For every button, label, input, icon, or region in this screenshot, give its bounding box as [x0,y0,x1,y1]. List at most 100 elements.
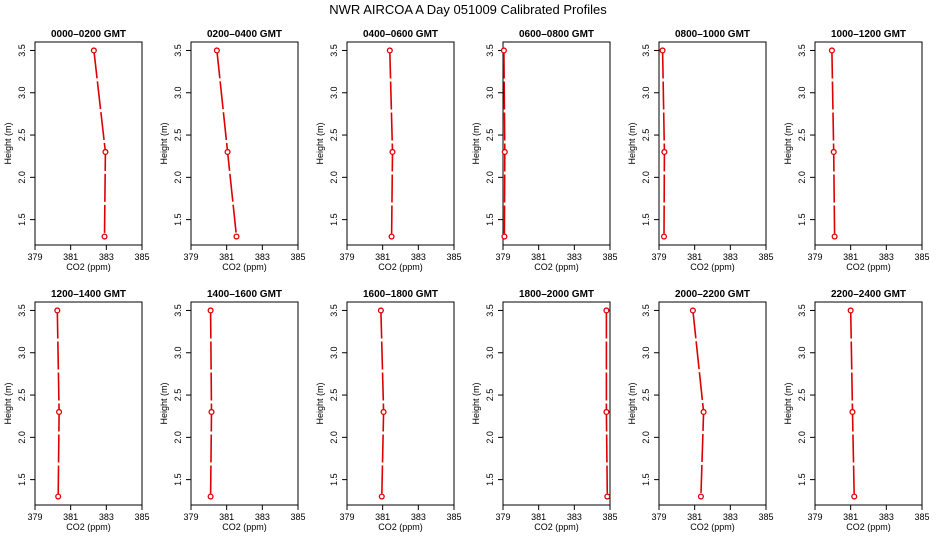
x-tick-label: 383 [567,512,582,522]
x-tick-label: 379 [651,252,666,262]
x-tick-label: 383 [99,252,114,262]
x-tick-label: 385 [446,252,461,262]
profile-line [56,310,60,497]
x-axis-label: CO2 (ppm) [222,262,267,272]
plot-frame [34,301,143,506]
y-tick-label: 2.0 [173,171,183,184]
y-tick-label: 3.0 [641,346,651,359]
panel-title: 1600–1800 GMT [363,289,438,300]
x-axis-label: CO2 (ppm) [66,522,111,532]
data-point [831,233,838,240]
y-tick-label: 3.0 [485,86,495,99]
data-point [102,148,109,156]
data-point [659,47,666,54]
y-axis-label: Height (m) [159,382,169,424]
x-tick-label: 379 [651,512,666,522]
data-point [689,307,696,314]
profile-line [831,50,836,237]
y-tick-label: 3.0 [17,86,27,99]
y-tick-label: 3.5 [329,44,339,57]
x-tick-label: 379 [183,512,198,522]
data-point [501,148,508,156]
y-tick-label: 3.5 [17,304,27,317]
data-point [208,408,215,416]
data-point [603,307,610,314]
x-tick-label: 379 [495,252,510,262]
data-point [828,47,835,54]
y-tick-label: 1.5 [17,213,27,226]
panel-title: 1000–1200 GMT [831,29,906,40]
x-tick-label: 385 [134,252,149,262]
x-tick-label: 381 [219,512,234,522]
y-tick-label: 2.5 [797,129,807,142]
profile-line [605,310,609,497]
y-tick-label: 3.0 [797,86,807,99]
y-tick-label: 3.5 [485,44,495,57]
x-tick-label: 385 [290,512,305,522]
profile-line [216,50,238,237]
y-axis-label: Height (m) [471,382,481,424]
y-tick-label: 1.5 [329,473,339,486]
y-tick-label: 1.5 [329,213,339,226]
panel-title: 1400–1600 GMT [207,289,282,300]
y-tick-label: 2.5 [17,389,27,402]
data-point [660,233,668,240]
y-tick-label: 2.5 [641,129,651,142]
x-tick-label: 383 [255,252,270,262]
panel-title: 2200–2400 GMT [831,289,906,300]
y-tick-label: 1.5 [173,473,183,486]
x-tick-label: 379 [27,252,42,262]
x-axis-label: CO2 (ppm) [534,262,579,272]
panel-title: 0200–0400 GMT [207,29,282,40]
data-point [697,493,704,500]
data-point [849,408,856,416]
plot-frame [502,301,611,506]
panel-title: 0800–1000 GMT [675,29,750,40]
x-tick-label: 383 [879,512,894,522]
y-tick-label: 3.5 [329,304,339,317]
plot-frame [190,301,299,506]
plot-frame [346,301,455,506]
x-tick-label: 381 [687,252,702,262]
y-axis-label: Height (m) [159,122,169,164]
y-axis-label: Height (m) [315,122,325,164]
y-tick-label: 2.0 [485,171,495,184]
x-axis-label: CO2 (ppm) [66,262,111,272]
data-point [501,233,508,240]
y-tick-label: 3.0 [173,86,183,99]
y-tick-label: 2.5 [329,389,339,402]
y-tick-label: 2.0 [17,171,27,184]
data-point [851,493,858,500]
x-tick-label: 385 [446,512,461,522]
x-axis-label: CO2 (ppm) [534,522,579,532]
x-tick-label: 381 [63,512,78,522]
x-tick-label: 385 [602,252,617,262]
profile-line [849,310,855,497]
y-tick-label: 3.5 [797,304,807,317]
x-tick-label: 383 [411,512,426,522]
panel-10: 1800–2000 GMT 379 381 383 385 CO2 (ppm) 1.5 2.0… [471,289,618,532]
x-tick-label: 381 [843,252,858,262]
panel-title: 0400–0600 GMT [363,29,438,40]
y-axis-label: Height (m) [783,122,793,164]
panel-6: 1000–1200 GMT 379 381 383 385 CO2 (ppm) 1.5 2.0… [783,29,930,272]
y-tick-label: 3.0 [485,346,495,359]
x-axis-label: CO2 (ppm) [846,522,891,532]
y-tick-label: 3.5 [641,304,651,317]
profile-line [692,310,705,497]
data-point [700,408,707,416]
y-tick-label: 2.5 [641,389,651,402]
profile-line [93,50,107,237]
x-tick-label: 381 [531,512,546,522]
x-tick-label: 385 [134,512,149,522]
panel-title: 0600–0800 GMT [519,29,594,40]
plot-frame [658,301,767,506]
x-tick-label: 383 [567,252,582,262]
y-axis-label: Height (m) [315,382,325,424]
y-tick-label: 2.0 [329,171,339,184]
x-tick-label: 379 [339,512,354,522]
y-axis-label: Height (m) [783,382,793,424]
data-point [233,233,240,240]
panel-8: 1400–1600 GMT 379 381 383 385 CO2 (ppm) 1.5 2.0… [159,289,306,532]
profile-line [209,310,213,497]
